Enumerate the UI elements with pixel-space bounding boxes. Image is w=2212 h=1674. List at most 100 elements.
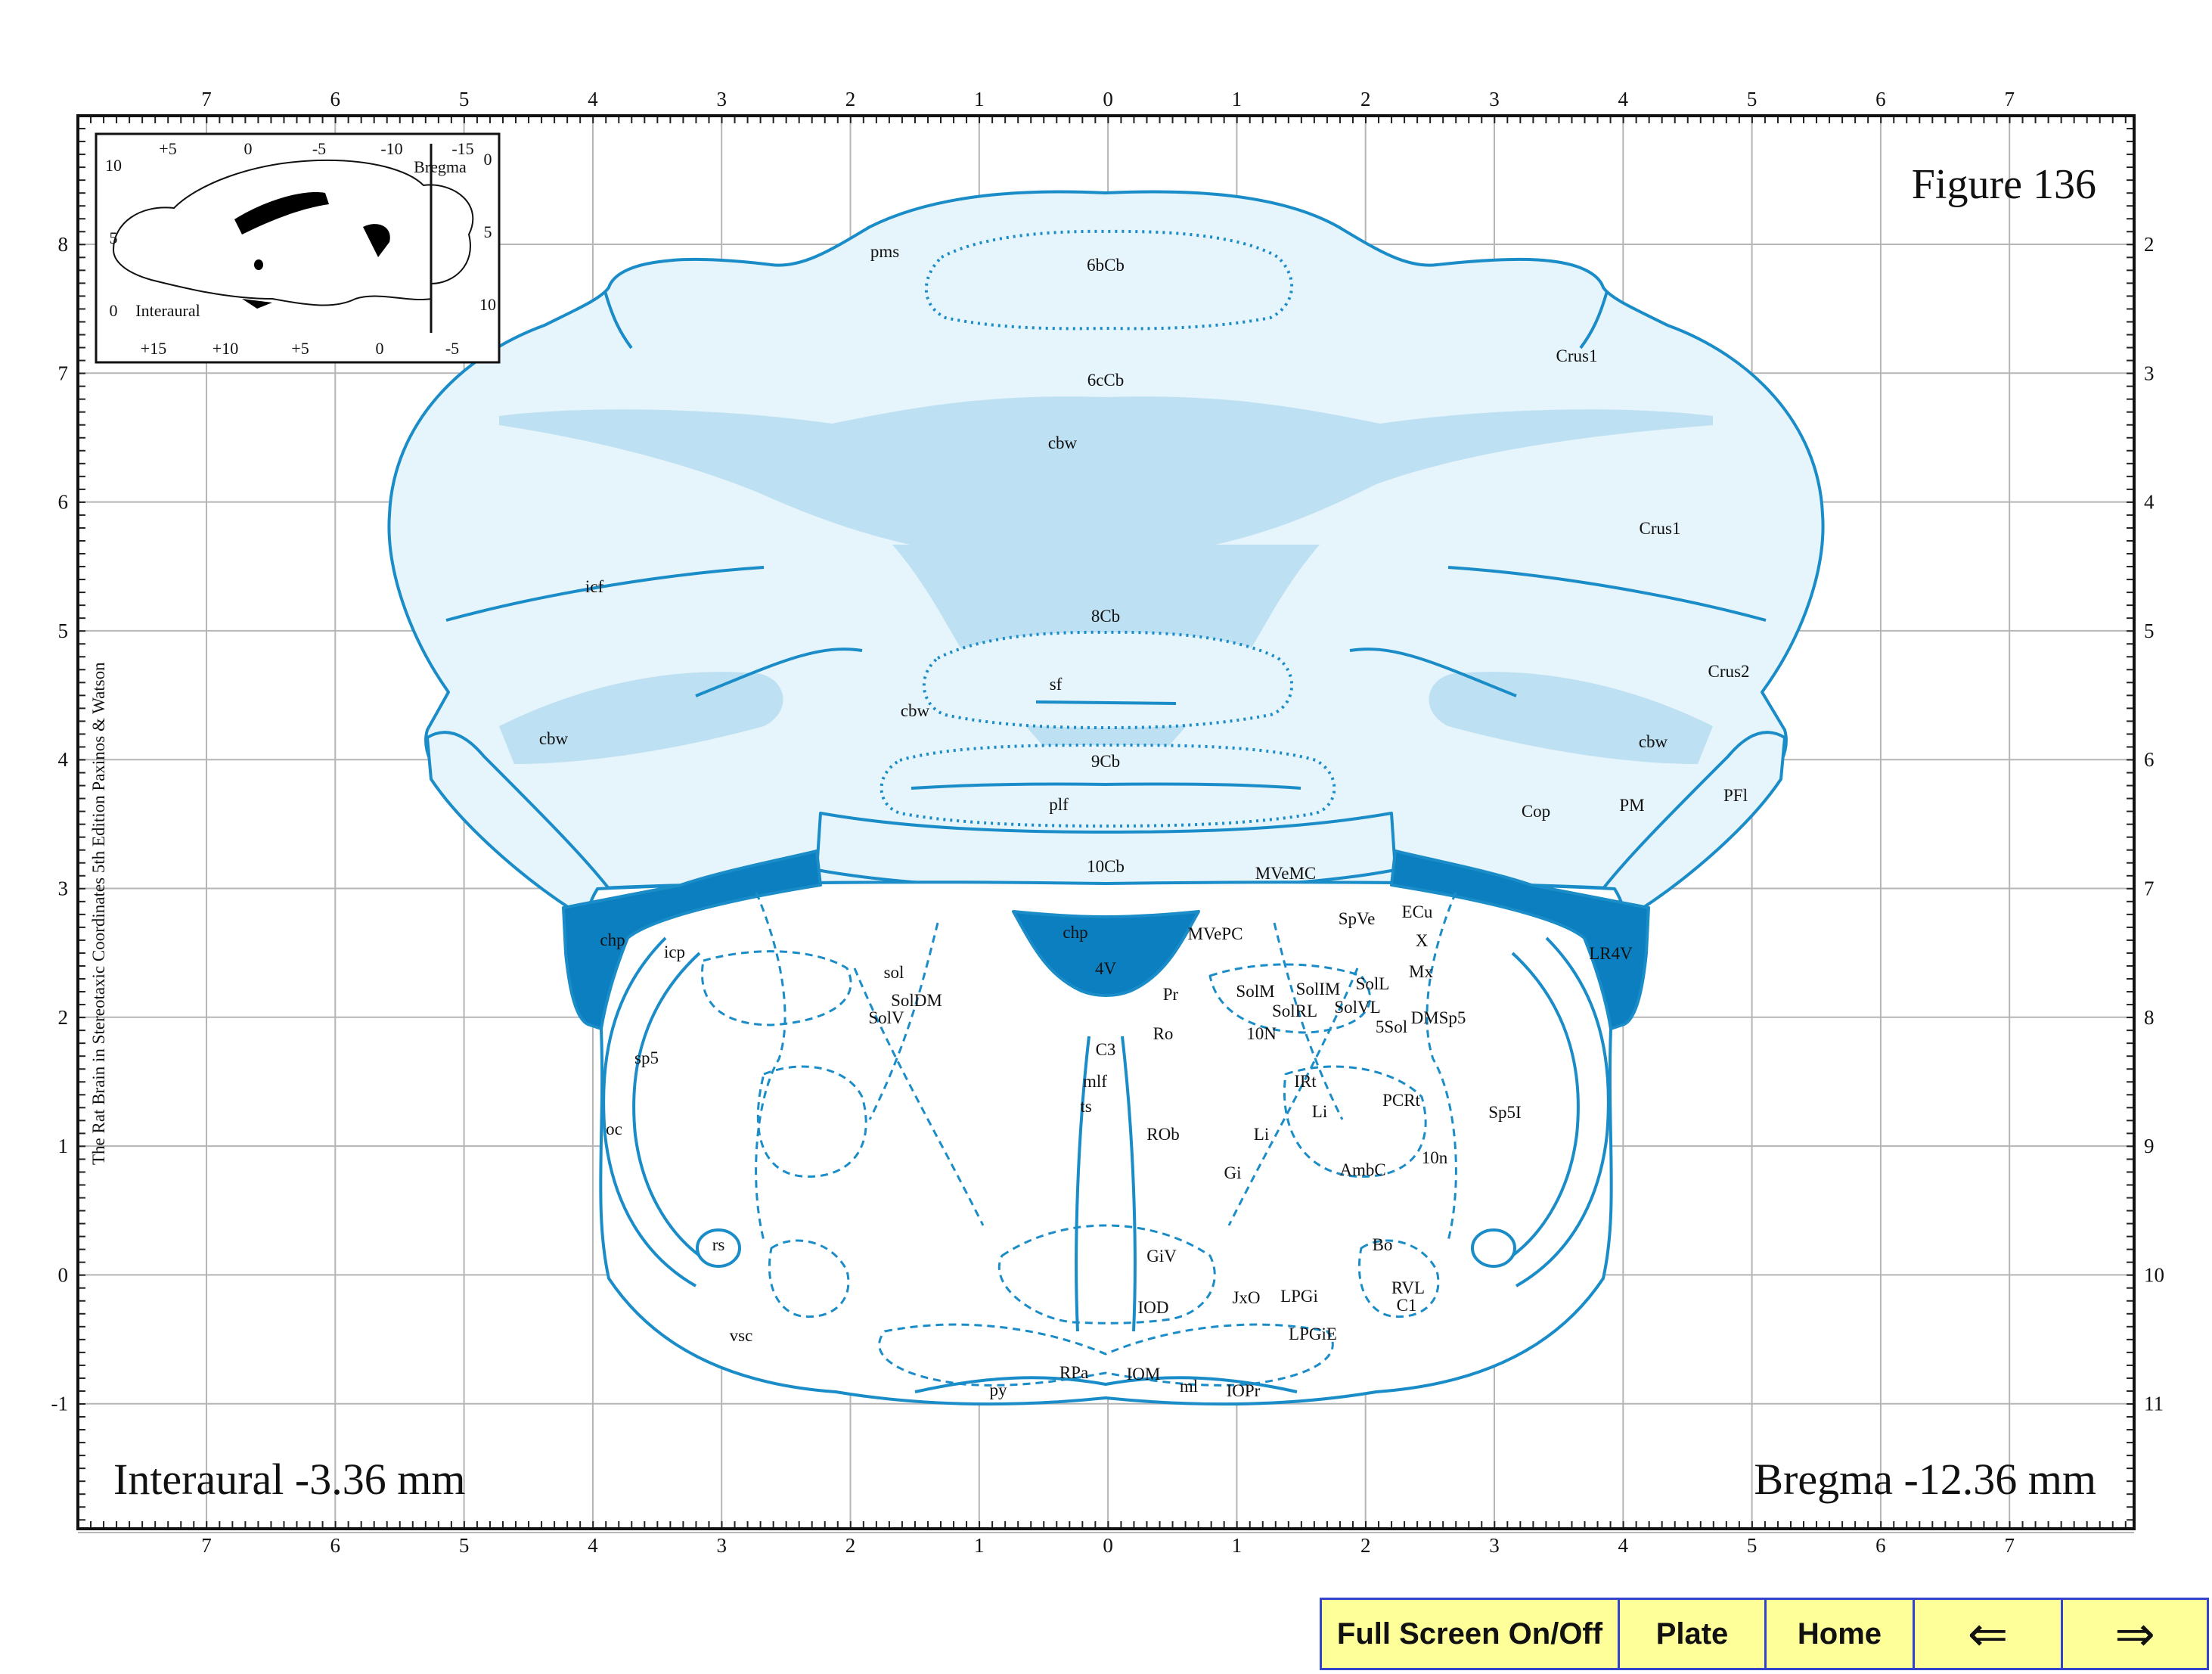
- structure-label: Ro: [1153, 1024, 1174, 1043]
- structure-label: 5Sol: [1376, 1017, 1407, 1036]
- inset-ventricle-4: [242, 299, 272, 309]
- structure-label: DMSp5: [1411, 1008, 1466, 1027]
- structure-label: cbw: [539, 729, 569, 748]
- plate-button[interactable]: Plate: [1620, 1600, 1767, 1668]
- inset-tick-label: -15: [451, 139, 473, 158]
- structure-label: 10N: [1246, 1024, 1277, 1043]
- next-arrow-icon[interactable]: ⇒: [2063, 1600, 2207, 1668]
- sf-fissure: [1035, 700, 1177, 705]
- structure-label: SolM: [1236, 982, 1274, 1001]
- inset-ventricle-2: [363, 224, 390, 257]
- structure-label: rs: [712, 1235, 725, 1254]
- axis-tick-label: 4: [588, 88, 598, 110]
- lobule-6b: [924, 229, 1293, 331]
- structure-label: 10n: [1422, 1148, 1448, 1167]
- inset-tick-label: -5: [445, 339, 459, 358]
- axis-tick-label: 7: [201, 1534, 212, 1557]
- axis-tick-label: 8: [2144, 1006, 2155, 1029]
- structure-label: C1: [1397, 1296, 1417, 1315]
- structure-label: oc: [606, 1120, 622, 1138]
- axis-tick-label: -1: [51, 1393, 69, 1415]
- structure-label: pms: [870, 242, 899, 261]
- axis-tick-label: 3: [1489, 88, 1500, 110]
- axis-tick-label: 7: [2004, 88, 2015, 110]
- structure-label: 10Cb: [1087, 857, 1125, 876]
- structure-label: py: [990, 1381, 1008, 1399]
- fourth-ventricle: [1012, 910, 1200, 997]
- inset-ventricle-1: [234, 192, 329, 234]
- inset-tick-label: 10: [479, 295, 496, 314]
- structure-label: Li: [1312, 1102, 1327, 1121]
- structure-label: PM: [1619, 796, 1644, 815]
- axis-tick-label: 2: [1360, 88, 1371, 110]
- axis-tick-label: 1: [1232, 1534, 1243, 1557]
- axis-tick-label: 6: [58, 491, 69, 514]
- axis-tick-label: 6: [330, 1534, 341, 1557]
- fullscreen-button[interactable]: Full Screen On/Off: [1322, 1600, 1620, 1668]
- structure-label: Pr: [1163, 985, 1179, 1004]
- structure-label: sol: [884, 963, 904, 982]
- axis-tick-label: 2: [1360, 1534, 1371, 1557]
- structure-label: 8Cb: [1091, 607, 1120, 626]
- axis-tick-label: 2: [845, 88, 856, 110]
- structure-label: ts: [1080, 1097, 1091, 1116]
- fissure-left-3: [695, 648, 863, 697]
- structure-label: Crus2: [1708, 662, 1750, 681]
- axis-tick-label: 0: [1103, 1534, 1113, 1557]
- plate-frame: [76, 114, 2136, 1530]
- brain-section: [387, 190, 1825, 1406]
- axis-tick-label: 2: [2144, 233, 2155, 256]
- inset-ventricle-3: [254, 259, 263, 270]
- axis-labels: 7 6 5 4 3 2 1 0 1 2 3 4 5 6 77 6 5 4 3 2 1 0 1 2 3 4 5 6 7876543210-…: [51, 88, 2165, 1557]
- structure-label: sp5: [634, 1048, 659, 1067]
- fissure-left-2: [445, 566, 765, 622]
- structure-label: RVL: [1391, 1278, 1425, 1297]
- structure-label: Li: [1254, 1125, 1269, 1144]
- structure-label: ml: [1180, 1377, 1198, 1396]
- axis-tick-label: 5: [58, 620, 69, 642]
- prev-arrow-icon[interactable]: ⇐: [1915, 1600, 2063, 1668]
- inset-tick-label: -10: [380, 139, 402, 158]
- axis-tick-label: 3: [716, 1534, 727, 1557]
- axis-tick-label: 3: [58, 877, 69, 900]
- axis-tick-label: 7: [201, 88, 212, 110]
- structure-label: icp: [664, 943, 685, 961]
- axis-tick-label: 3: [716, 88, 727, 110]
- structure-label: Sp5I: [1488, 1103, 1521, 1122]
- structure-label: IOD: [1138, 1298, 1169, 1317]
- lobule-8: [923, 630, 1293, 729]
- axis-tick-label: 4: [1618, 88, 1629, 110]
- structure-label: ECu: [1402, 902, 1433, 921]
- inset-tick-label: 0: [376, 339, 384, 358]
- inset-tick-label: -5: [312, 139, 326, 158]
- lateral-white-matter-right: [1429, 672, 1713, 764]
- brainstem-base: [914, 1376, 1298, 1393]
- structure-label: SolDM: [891, 991, 942, 1010]
- structure-label: SolL: [1356, 974, 1390, 993]
- axis-tick-label: 2: [845, 1534, 856, 1557]
- brainstem-outline: [583, 880, 1629, 1406]
- structure-label: vsc: [730, 1326, 753, 1345]
- structure-label: sf: [1050, 675, 1063, 694]
- axis-tick-label: 3: [1489, 1534, 1500, 1557]
- inset-tick-labels: +5 0 -5 -10 -15 +15 +10 +5 0 -5 10 5 0 0 5 10 Bregma Inte…: [105, 139, 496, 358]
- interaural-caption: Interaural -3.36 mm: [113, 1455, 465, 1504]
- axis-tick-label: 4: [58, 748, 69, 771]
- axis-tick-label: 7: [2144, 877, 2155, 900]
- structure-label: SpVe: [1339, 909, 1376, 928]
- inset-tick-label: +5: [159, 139, 176, 158]
- plf-fissure: [911, 782, 1301, 790]
- home-button[interactable]: Home: [1767, 1600, 1915, 1668]
- axis-tick-label: 1: [1232, 88, 1243, 110]
- inset-tick-label: +5: [291, 339, 309, 358]
- structure-label: PCRt: [1382, 1091, 1420, 1110]
- structure-label: PFl: [1723, 786, 1748, 805]
- structure-label: SolIM: [1296, 980, 1341, 998]
- inset-tick-label: 5: [110, 228, 118, 247]
- brainstem-nuclei-boundaries: [701, 892, 1457, 1387]
- axis-tick-label: 11: [2144, 1393, 2164, 1415]
- flocculus-left: [426, 731, 622, 913]
- structure-label: MVeMC: [1255, 864, 1317, 883]
- structure-label: icf: [585, 577, 604, 596]
- inset-tick-label: 10: [105, 156, 122, 175]
